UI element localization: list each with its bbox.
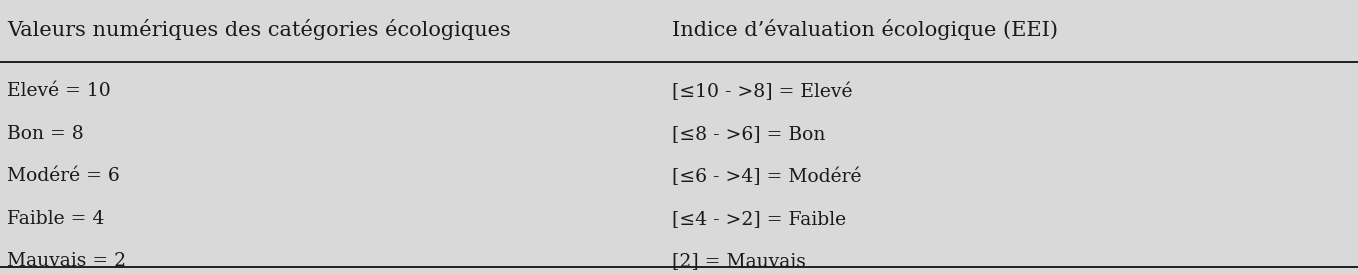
Text: Valeurs numériques des catégories écologiques: Valeurs numériques des catégories écolog… xyxy=(7,19,511,40)
Text: Faible = 4: Faible = 4 xyxy=(7,210,105,228)
Text: [≤4 - >2] = Faible: [≤4 - >2] = Faible xyxy=(672,210,846,228)
Text: Elevé = 10: Elevé = 10 xyxy=(7,82,110,100)
Text: Bon = 8: Bon = 8 xyxy=(7,125,84,143)
Text: [≤6 - >4] = Modéré: [≤6 - >4] = Modéré xyxy=(672,167,862,185)
Text: Indice d’évaluation écologique (EEI): Indice d’évaluation écologique (EEI) xyxy=(672,19,1058,40)
Text: Modéré = 6: Modéré = 6 xyxy=(7,167,120,185)
Text: [2] = Mauvais: [2] = Mauvais xyxy=(672,252,807,270)
Text: [≤8 - >6] = Bon: [≤8 - >6] = Bon xyxy=(672,125,826,143)
Text: Mauvais = 2: Mauvais = 2 xyxy=(7,252,126,270)
Text: [≤10 - >8] = Elevé: [≤10 - >8] = Elevé xyxy=(672,82,853,101)
